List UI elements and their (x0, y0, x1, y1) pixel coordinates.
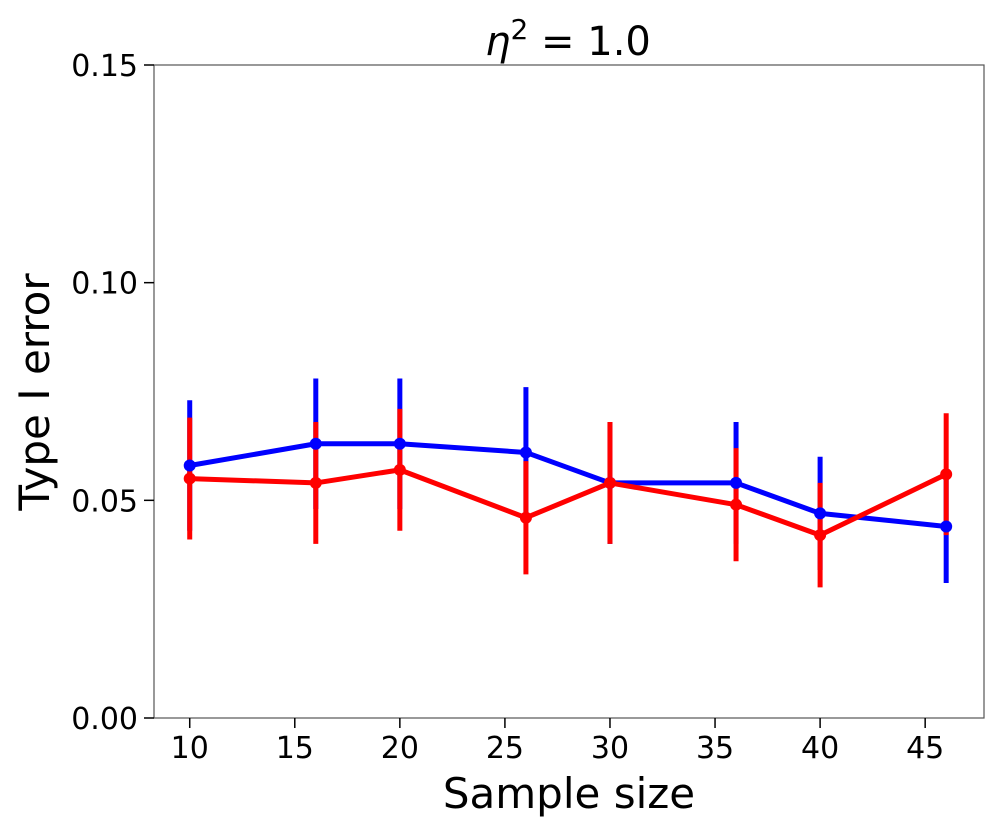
data-point (183, 459, 196, 472)
x-tick-label: 35 (696, 731, 734, 766)
y-tick-label: 0.05 (71, 484, 138, 519)
data-point (519, 511, 532, 524)
data-point (730, 498, 743, 511)
series-1 (183, 463, 953, 542)
plot-area (153, 64, 985, 719)
data-point (814, 529, 827, 542)
data-point (730, 476, 743, 489)
data-point (814, 507, 827, 520)
y-axis-title: Type I error (10, 273, 59, 512)
x-tick-label: 15 (276, 731, 314, 766)
data-point (393, 437, 406, 450)
x-tick-label: 40 (801, 731, 839, 766)
y-axis-ticks: 0.00 0.05 0.10 0.15 (71, 49, 154, 737)
series-line (189, 441, 947, 529)
data-point (603, 476, 616, 489)
x-axis-ticks: 10 15 20 25 30 35 40 45 (171, 718, 944, 766)
title-rest: = 1.0 (528, 19, 651, 65)
y-tick-label: 0.00 (71, 702, 138, 737)
x-tick-label: 10 (171, 731, 209, 766)
y-tick-label: 0.10 (71, 267, 138, 302)
data-point (940, 468, 953, 481)
title-base: η (485, 19, 510, 65)
data-point (940, 520, 953, 533)
x-tick-label: 20 (381, 731, 419, 766)
x-tick-label: 30 (591, 731, 629, 766)
series-line (189, 467, 948, 538)
data-point (183, 472, 196, 485)
data-point (309, 437, 322, 450)
series-0 (183, 437, 953, 533)
data-point (519, 446, 532, 459)
x-axis-title: Sample size (443, 769, 695, 818)
data-point (393, 463, 406, 476)
chart-title: η2 = 1.0 (485, 13, 651, 65)
series-layer (183, 378, 953, 588)
x-tick-label: 45 (906, 731, 944, 766)
y-tick-label: 0.15 (71, 49, 138, 84)
title-exponent: 2 (510, 13, 528, 46)
x-tick-label: 25 (486, 731, 524, 766)
data-point (309, 476, 322, 489)
